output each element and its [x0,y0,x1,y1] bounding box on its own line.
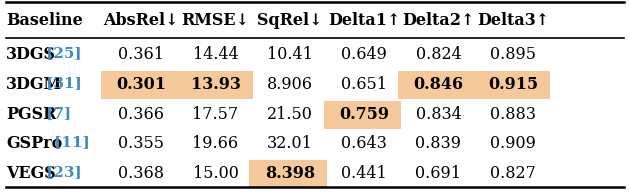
Text: 8.906: 8.906 [266,76,313,93]
FancyBboxPatch shape [472,71,550,99]
Text: [31]: [31] [41,76,82,90]
Text: SqRel↓: SqRel↓ [257,12,323,29]
Text: 15.00: 15.00 [193,165,238,182]
Text: 0.824: 0.824 [416,46,461,63]
Text: 3DGS: 3DGS [6,46,56,63]
FancyBboxPatch shape [101,71,178,99]
Text: 8.398: 8.398 [265,165,315,182]
Text: [11]: [11] [49,135,90,149]
Text: [7]: [7] [41,106,71,120]
Text: 10.41: 10.41 [267,46,312,63]
Text: Delta2↑: Delta2↑ [403,12,474,29]
Text: [25]: [25] [41,46,81,60]
Text: 0.846: 0.846 [413,76,464,93]
Text: 13.93: 13.93 [190,76,241,93]
Text: Delta3↑: Delta3↑ [477,12,549,29]
Text: Delta1↑: Delta1↑ [328,12,400,29]
Text: 0.909: 0.909 [490,135,536,152]
FancyBboxPatch shape [175,71,253,99]
Text: 0.759: 0.759 [339,106,389,123]
Text: PGSR: PGSR [6,106,57,123]
Text: 0.834: 0.834 [416,106,461,123]
FancyBboxPatch shape [398,71,476,99]
Text: 0.361: 0.361 [118,46,164,63]
Text: 0.691: 0.691 [415,165,462,182]
Text: AbsRel↓: AbsRel↓ [103,12,179,29]
FancyBboxPatch shape [324,101,401,129]
Text: [23]: [23] [41,165,82,179]
Text: 3DGM: 3DGM [6,76,62,93]
Text: 0.895: 0.895 [490,46,536,63]
Text: VEGS: VEGS [6,165,56,182]
Text: 0.441: 0.441 [341,165,387,182]
Text: 0.366: 0.366 [118,106,164,123]
Text: 0.883: 0.883 [490,106,536,123]
Text: 0.649: 0.649 [341,46,387,63]
Text: 0.827: 0.827 [490,165,536,182]
Text: 0.368: 0.368 [118,165,164,182]
Text: 0.643: 0.643 [341,135,387,152]
Text: 0.301: 0.301 [116,76,166,93]
Text: 0.839: 0.839 [415,135,462,152]
Text: 17.57: 17.57 [192,106,239,123]
Text: 21.50: 21.50 [267,106,312,123]
Text: 19.66: 19.66 [192,135,239,152]
Text: 32.01: 32.01 [267,135,312,152]
Text: RMSE↓: RMSE↓ [181,12,249,29]
Text: GSPro: GSPro [6,135,62,152]
Text: 14.44: 14.44 [193,46,238,63]
Text: 0.915: 0.915 [488,76,538,93]
FancyBboxPatch shape [249,160,327,188]
Text: Baseline: Baseline [6,12,83,29]
Text: 0.355: 0.355 [118,135,164,152]
Text: 0.651: 0.651 [341,76,387,93]
